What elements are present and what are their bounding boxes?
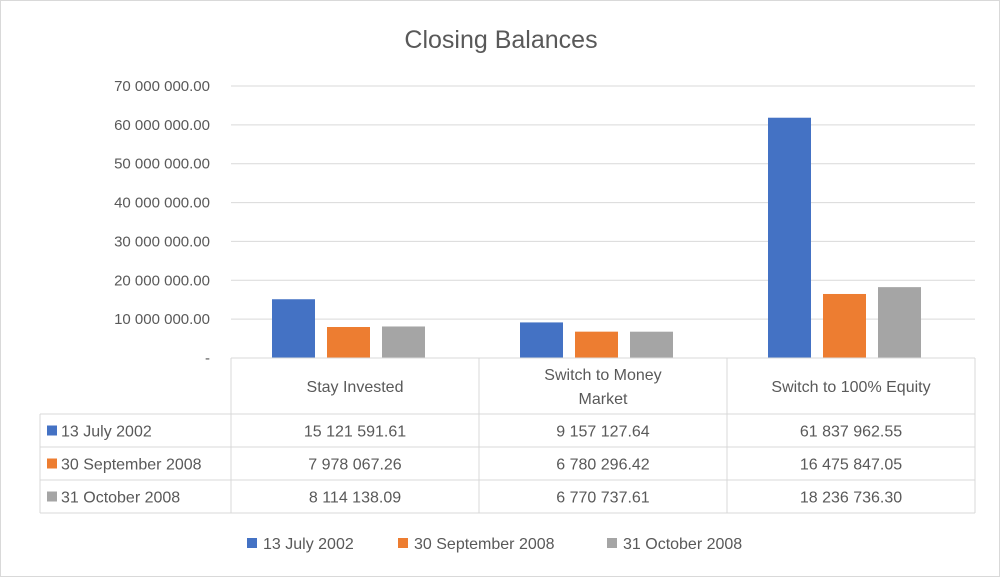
- data-label: 18 236 736.30: [800, 490, 902, 507]
- y-tick-label: 10 000 000.00: [114, 311, 210, 328]
- category-label: Market: [579, 391, 628, 408]
- legend-entry: 30 September 2008: [414, 536, 555, 553]
- data-label: 16 475 847.05: [800, 457, 902, 474]
- bar-1-1: [272, 299, 315, 358]
- series-name: 31 October 2008: [61, 490, 180, 507]
- series-swatch: [47, 458, 57, 469]
- y-tick-label: -: [205, 350, 210, 367]
- chart-title: Closing Balances: [404, 26, 597, 54]
- series-name: 30 September 2008: [61, 457, 202, 474]
- bar-1-3: [768, 117, 811, 358]
- legend-swatch: [398, 538, 408, 548]
- y-tick-label: 30 000 000.00: [114, 233, 210, 250]
- legend-swatch: [247, 538, 257, 548]
- data-label: 8 114 138.09: [309, 490, 401, 507]
- bar-3-2: [630, 331, 673, 358]
- y-tick-label: 40 000 000.00: [114, 195, 210, 212]
- category-label: Switch to 100% Equity: [771, 379, 930, 396]
- legend-entry: 13 July 2002: [263, 536, 354, 553]
- y-tick-label: 20 000 000.00: [114, 272, 210, 289]
- series-name: 13 July 2002: [61, 424, 152, 441]
- legend-swatch: [607, 538, 617, 548]
- y-tick-label: 70 000 000.00: [114, 78, 210, 95]
- bar-1-2: [520, 322, 563, 358]
- data-label: 61 837 962.55: [800, 424, 902, 441]
- bar-2-2: [575, 331, 618, 358]
- data-label: 9 157 127.64: [556, 424, 650, 441]
- series-swatch: [47, 491, 57, 502]
- y-tick-label: 50 000 000.00: [114, 156, 210, 173]
- y-tick-label: 60 000 000.00: [114, 117, 210, 134]
- legend-entry: 31 October 2008: [623, 536, 742, 553]
- bar-2-1: [327, 326, 370, 358]
- data-label: 6 770 737.61: [556, 490, 650, 507]
- bar-2-3: [823, 293, 866, 358]
- bar-3-3: [878, 287, 921, 358]
- data-label: 15 121 591.61: [304, 424, 406, 441]
- series-swatch: [47, 425, 57, 436]
- data-label: 6 780 296.42: [556, 457, 650, 474]
- bar-3-1: [382, 326, 425, 358]
- data-label: 7 978 067.26: [308, 457, 402, 474]
- category-label: Stay Invested: [307, 379, 404, 396]
- category-label: Switch to Money: [544, 367, 661, 384]
